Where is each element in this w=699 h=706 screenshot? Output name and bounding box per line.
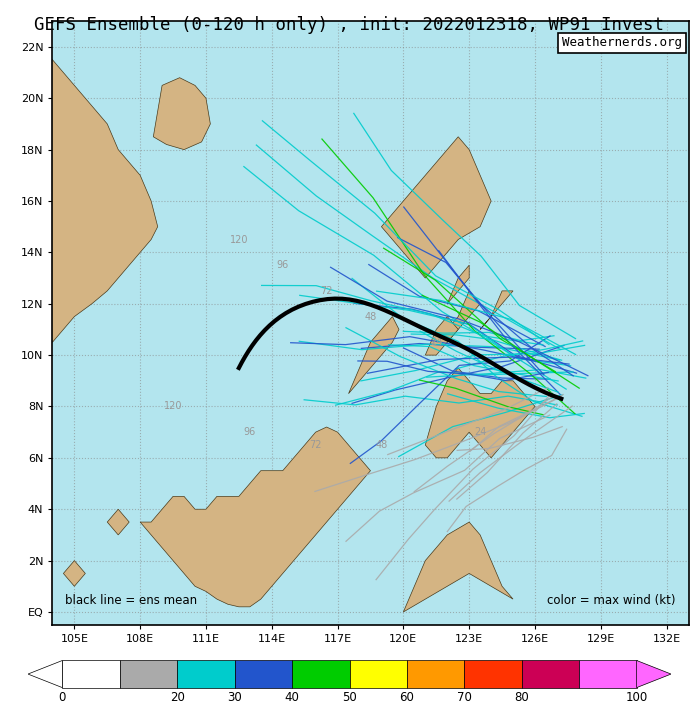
- Text: 70: 70: [457, 690, 472, 704]
- Text: 120: 120: [164, 402, 182, 412]
- Polygon shape: [0, 21, 31, 201]
- Bar: [235, 661, 292, 688]
- Polygon shape: [425, 316, 459, 355]
- Text: GEFS Ensemble (0-120 h only) , init: 2022012318, WP91 Invest: GEFS Ensemble (0-120 h only) , init: 202…: [34, 16, 665, 33]
- Bar: [292, 661, 350, 688]
- Polygon shape: [637, 661, 671, 688]
- Text: 72: 72: [310, 440, 322, 450]
- Bar: [521, 661, 579, 688]
- Text: 24: 24: [474, 427, 487, 437]
- Text: 24: 24: [430, 337, 442, 347]
- Polygon shape: [436, 291, 480, 342]
- Text: 48: 48: [364, 311, 377, 321]
- Polygon shape: [64, 561, 85, 586]
- Polygon shape: [480, 291, 513, 330]
- Bar: [350, 661, 407, 688]
- Text: 96: 96: [244, 427, 256, 437]
- Text: 60: 60: [400, 690, 415, 704]
- Polygon shape: [107, 509, 129, 535]
- Bar: [178, 661, 235, 688]
- Text: 40: 40: [284, 690, 299, 704]
- Text: 48: 48: [375, 440, 387, 450]
- Polygon shape: [28, 661, 62, 688]
- Polygon shape: [153, 78, 210, 150]
- Text: 96: 96: [277, 261, 289, 270]
- Polygon shape: [349, 316, 399, 394]
- Text: 72: 72: [320, 286, 333, 296]
- Polygon shape: [382, 137, 491, 278]
- Polygon shape: [403, 522, 513, 612]
- Polygon shape: [0, 34, 158, 355]
- Text: 50: 50: [342, 690, 357, 704]
- Text: 0: 0: [59, 690, 66, 704]
- Polygon shape: [140, 427, 370, 607]
- Bar: [407, 661, 464, 688]
- Text: Weathernerds.org: Weathernerds.org: [562, 36, 682, 49]
- Polygon shape: [425, 368, 535, 458]
- Polygon shape: [447, 265, 469, 304]
- Text: 80: 80: [514, 690, 529, 704]
- Text: 120: 120: [229, 234, 248, 244]
- Bar: [120, 661, 178, 688]
- Bar: [62, 661, 120, 688]
- Bar: [464, 661, 521, 688]
- Text: 100: 100: [626, 690, 648, 704]
- Text: color = max wind (kt): color = max wind (kt): [547, 594, 676, 606]
- Text: 30: 30: [227, 690, 242, 704]
- Text: black line = ens mean: black line = ens mean: [65, 594, 197, 606]
- Bar: [579, 661, 637, 688]
- Text: 20: 20: [170, 690, 185, 704]
